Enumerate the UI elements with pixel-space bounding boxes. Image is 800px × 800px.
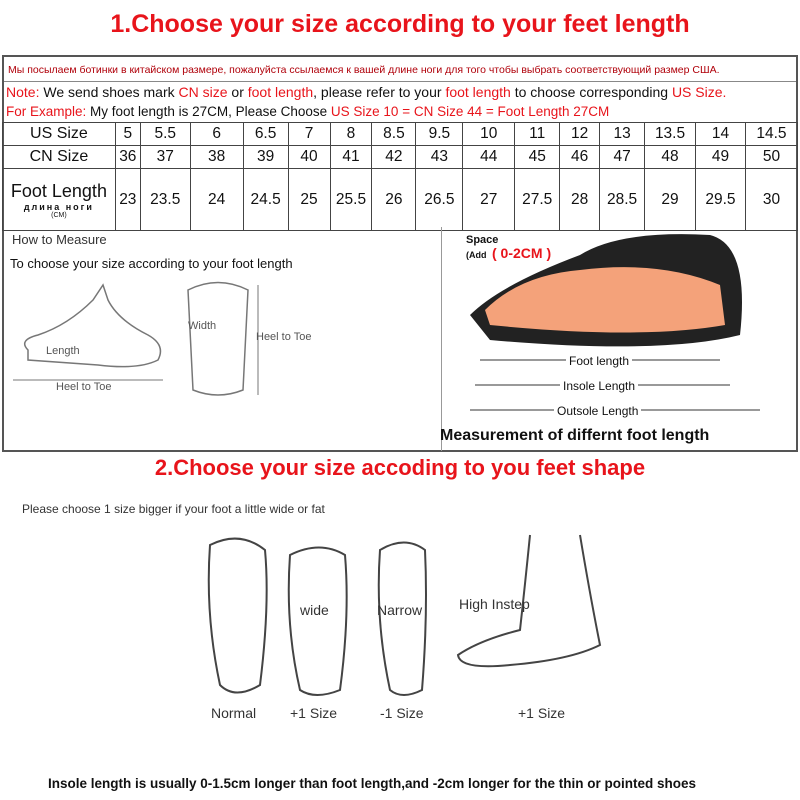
- heel-to-toe-label: Heel to Toe: [56, 381, 112, 393]
- example-label: For Example:: [6, 104, 87, 119]
- shape-hint: Please choose 1 size bigger if your foot…: [22, 502, 325, 516]
- fl-cell: 27: [462, 168, 516, 231]
- fl-cell: 27.5: [514, 168, 561, 231]
- width-label: Width: [188, 320, 217, 332]
- t: foot length: [445, 84, 511, 100]
- size-chart-frame: [2, 55, 798, 452]
- note-label: Note:: [6, 84, 40, 100]
- us-cell: 14: [695, 122, 746, 146]
- us-cell: 13: [599, 122, 646, 146]
- us-cell: 10: [462, 122, 516, 146]
- us-cell: 11: [514, 122, 561, 146]
- us-cell: 9.5: [415, 122, 464, 146]
- fl-cell: 25.5: [329, 168, 373, 231]
- cn-cell: 46: [559, 145, 601, 169]
- add-range-label: ( 0-2CM ): [492, 245, 552, 261]
- fl-cell: 28: [559, 168, 601, 231]
- footer-note: Insole length is usually 0-1.5cm longer …: [48, 776, 697, 791]
- measurement-caption: Measurement of differnt foot length: [440, 427, 710, 444]
- us-cell: 6: [189, 122, 244, 146]
- foot-length-label: Foot Length длина ноги (CM): [2, 168, 116, 231]
- us-cell: 13.5: [644, 122, 696, 146]
- how-to-measure-subtitle: To choose your size according to your fo…: [10, 256, 293, 271]
- us-cell: 14.5: [744, 122, 799, 146]
- shape-label-wide: +1 Size: [290, 705, 338, 721]
- fl-cell: 28.5: [599, 168, 646, 231]
- cn-cell: 41: [329, 145, 373, 169]
- how-to-measure-panel: [2, 227, 442, 451]
- us-cell: 6.5: [242, 122, 289, 146]
- fl-ru: длина ноги: [23, 201, 94, 212]
- example-line: For Example: My foot length is 27CM, Ple…: [6, 104, 609, 119]
- cn-cell: 50: [744, 145, 799, 169]
- cn-cell: 43: [415, 145, 464, 169]
- us-cell: 8: [329, 122, 373, 146]
- t: US Size.: [671, 84, 727, 100]
- narrow-label: Narrow: [377, 602, 423, 618]
- fl-cell: 23.5: [139, 168, 191, 231]
- size-table: US Size 5 5.5 6 6.5 7 8 8.5 9.5 10 11 12 13 13.5 14 14.…: [2, 122, 799, 231]
- t: or: [227, 84, 248, 100]
- fl-cell: 30: [744, 168, 799, 231]
- title-feet-shape: 2.Choose your size accoding to you feet …: [154, 455, 646, 480]
- fl-cell: 29.5: [695, 168, 746, 231]
- how-to-measure-title: How to Measure: [12, 232, 107, 247]
- fl-cell: 23: [114, 168, 141, 231]
- foot-length-measure: Foot length: [566, 354, 633, 368]
- cn-cell: 37: [139, 145, 191, 169]
- us-cell: 5.5: [139, 122, 191, 146]
- fl-label: Foot Length: [10, 180, 107, 201]
- russian-note: Мы посылаем ботинки в китайском размере,…: [4, 60, 796, 82]
- cn-cell: 49: [695, 145, 746, 169]
- space-label: Space: [466, 234, 499, 246]
- t: We send shoes mark: [39, 84, 179, 100]
- t: My foot length is 27CM, Please Choose: [86, 104, 331, 119]
- t: to choose corresponding: [510, 84, 672, 100]
- cn-cell: 44: [462, 145, 516, 169]
- t: , please refer to your: [313, 84, 446, 100]
- fl-cell: 25: [287, 168, 331, 231]
- fl-cell: 24: [189, 168, 244, 231]
- shape-label-narrow: -1 Size: [380, 705, 424, 721]
- cn-cell: 42: [371, 145, 417, 169]
- us-cell: 7: [287, 122, 331, 146]
- outsole-length-measure: Outsole Length: [554, 404, 642, 418]
- fl-unit: (CM): [51, 211, 67, 219]
- fl-cell: 24.5: [242, 168, 289, 231]
- title-feet-length: 1.Choose your size according to your fee…: [110, 10, 690, 38]
- us-cell: 5: [114, 122, 141, 146]
- us-size-label: US Size: [2, 122, 116, 146]
- foot-measure-illustration: [13, 281, 259, 396]
- cn-cell: 47: [599, 145, 646, 169]
- us-cell: 12: [559, 122, 601, 146]
- us-cell: 8.5: [371, 122, 417, 146]
- cn-cell: 45: [514, 145, 561, 169]
- cn-size-label: CN Size: [2, 145, 116, 169]
- heel-to-toe-side-label: Heel to Toe: [256, 331, 312, 343]
- fl-cell: 26: [371, 168, 417, 231]
- cn-cell: 38: [189, 145, 244, 169]
- wide-label: wide: [300, 602, 329, 618]
- shape-label-normal: Normal: [211, 705, 257, 721]
- high-instep-label: High Instep: [459, 596, 530, 612]
- cn-cell: 40: [287, 145, 331, 169]
- cn-cell: 48: [644, 145, 696, 169]
- foot-shapes-illustration: [207, 534, 602, 696]
- cn-cell: 36: [114, 145, 141, 169]
- t: CN size: [178, 84, 228, 100]
- note-line: Note: We send shoes mark CN size or foot…: [6, 84, 726, 100]
- t: foot length: [247, 84, 314, 100]
- cn-cell: 39: [242, 145, 289, 169]
- add-label: (Add: [466, 250, 487, 260]
- insole-length-measure: Insole Length: [560, 379, 639, 393]
- t: US Size 10 = CN Size 44 = Foot Length 27…: [330, 104, 610, 119]
- length-label: Length: [46, 345, 80, 357]
- shape-label-high-instep: +1 Size: [518, 705, 566, 721]
- fl-cell: 26.5: [415, 168, 464, 231]
- fl-cell: 29: [644, 168, 696, 231]
